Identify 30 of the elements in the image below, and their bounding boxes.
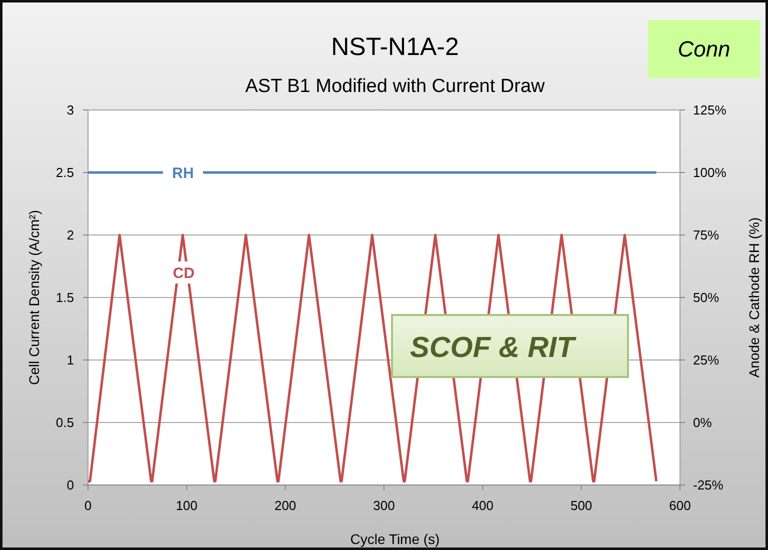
chart-title: NST-N1A-2 [331,33,459,61]
y2-axis-title: Anode & Cathode RH (%) [746,217,762,378]
x-tick-label: 100 [176,498,198,513]
x-tick-label: 200 [274,498,296,513]
x-tick-label: 0 [84,498,92,513]
y-tick-label: 0.5 [56,415,74,430]
series-label: CD [172,264,195,282]
y2-tick-label: 125% [693,102,727,118]
x-tick-label: 400 [472,498,494,513]
x-tick-label: 300 [373,498,395,513]
chart-subtitle: AST B1 Modified with Current Draw [245,76,546,97]
y2-tick-label: 100% [693,165,727,180]
y-tick-label: 1 [66,352,74,368]
y-tick-label: 1.5 [56,290,74,306]
y2-tick-label: 75% [693,228,720,243]
series-label: RH [172,164,194,182]
y2-tick-label: 50% [693,290,720,306]
y-tick-label: 0 [66,478,74,493]
y2-tick-label: 25% [693,352,720,368]
y2-tick-label: -25% [693,478,724,493]
annotation: SCOF & RIT [410,332,577,364]
y-axis-title: Cell Current Density (A/cm²) [26,210,42,386]
x-tick-label: 500 [570,498,592,513]
y-tick-label: 2.5 [56,165,74,180]
y-tick-label: 2 [66,228,74,243]
y2-tick-label: 0% [693,415,712,430]
x-tick-label: 600 [669,498,691,513]
y-tick-label: 3 [66,102,74,118]
x-axis-title: Cycle Time (s) [350,531,440,547]
text: Conn [678,36,730,62]
